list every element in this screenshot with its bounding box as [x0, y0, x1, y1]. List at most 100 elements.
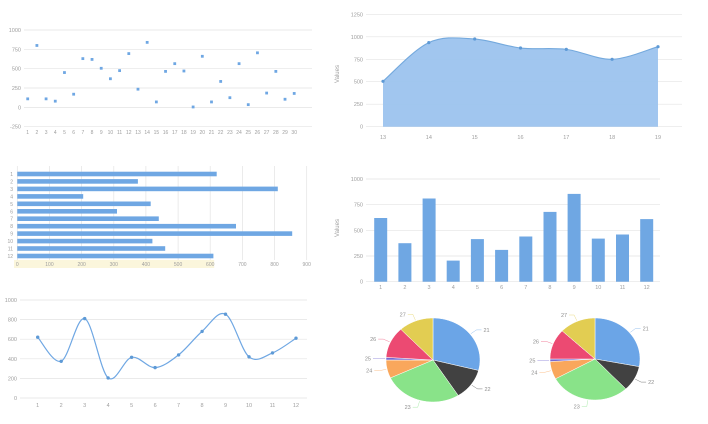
data-point[interactable]	[106, 376, 110, 380]
bar[interactable]	[495, 249, 509, 282]
bar[interactable]	[519, 236, 533, 282]
bar[interactable]	[17, 201, 151, 207]
bar[interactable]	[17, 216, 159, 221]
data-point[interactable]	[656, 45, 660, 49]
pie-slice[interactable]	[390, 359, 459, 403]
data-point[interactable]	[59, 359, 63, 363]
pie-slice[interactable]	[549, 330, 596, 360]
data-point[interactable]	[81, 57, 85, 61]
data-point[interactable]	[83, 316, 87, 321]
data-point[interactable]	[109, 77, 112, 81]
pie-slice[interactable]	[594, 317, 641, 367]
data-point[interactable]	[283, 97, 287, 101]
data-point[interactable]	[53, 99, 57, 103]
area-series[interactable]	[383, 37, 658, 127]
bar[interactable]	[17, 171, 217, 177]
bar[interactable]	[422, 198, 436, 282]
data-point[interactable]	[164, 69, 167, 73]
data-point[interactable]	[564, 47, 568, 52]
bar[interactable]	[567, 193, 581, 282]
pie-slice[interactable]	[400, 317, 434, 361]
bar[interactable]	[17, 223, 236, 229]
data-point[interactable]	[610, 57, 614, 61]
data-point[interactable]	[63, 71, 66, 74]
axis-tick-label: 10	[246, 403, 252, 409]
data-point[interactable]	[247, 355, 251, 359]
data-point[interactable]	[153, 365, 157, 370]
data-point[interactable]	[136, 87, 140, 91]
line-series[interactable]	[37, 312, 297, 380]
pie-slice-label: 23	[574, 404, 580, 410]
data-point[interactable]	[228, 96, 232, 100]
bar[interactable]	[17, 253, 214, 259]
data-point[interactable]	[200, 329, 204, 334]
pie-slice[interactable]	[561, 317, 596, 360]
data-point[interactable]	[274, 69, 278, 73]
data-point[interactable]	[210, 100, 213, 104]
data-point[interactable]	[145, 40, 149, 44]
bar[interactable]	[17, 231, 293, 236]
pie-slice[interactable]	[385, 359, 434, 379]
data-point[interactable]	[256, 51, 259, 55]
pie-chart-right[interactable]: 21 22 23 24 25 26 27	[504, 294, 688, 424]
area-chart[interactable]: 0 250 500 750 1000 1250 Values 13 14 15 16 17 18 19	[330, 0, 708, 148]
pie-label-leader	[581, 400, 589, 407]
pie-slice[interactable]	[555, 358, 627, 401]
data-point[interactable]	[518, 46, 523, 50]
data-point[interactable]	[246, 103, 250, 107]
bar[interactable]	[640, 219, 654, 282]
bar[interactable]	[374, 218, 388, 282]
data-point[interactable]	[118, 69, 121, 73]
bar[interactable]	[17, 246, 166, 251]
data-point[interactable]	[176, 353, 181, 357]
bar[interactable]	[591, 238, 605, 282]
data-point[interactable]	[154, 100, 158, 104]
pie-slice[interactable]	[385, 329, 434, 361]
bar[interactable]	[17, 209, 117, 214]
bar[interactable]	[17, 186, 278, 192]
data-point[interactable]	[223, 312, 228, 316]
axis-tick-label: 15	[154, 130, 160, 136]
data-point[interactable]	[127, 52, 131, 55]
data-point[interactable]	[473, 37, 477, 41]
bar[interactable]	[17, 194, 84, 199]
bar[interactable]	[17, 179, 138, 184]
data-point[interactable]	[99, 66, 103, 70]
bar[interactable]	[470, 239, 484, 282]
data-point[interactable]	[191, 105, 195, 109]
horizontal-bar-chart[interactable]: 0 100 200 300 400 500 600 700 800 900 12 34 56 78 910 1…	[0, 152, 330, 278]
bar[interactable]	[616, 234, 629, 282]
axis-tick-label: 100	[45, 262, 54, 268]
data-point[interactable]	[44, 97, 48, 101]
data-point[interactable]	[173, 62, 177, 66]
data-point[interactable]	[237, 62, 241, 66]
bar[interactable]	[398, 243, 412, 282]
data-point[interactable]	[427, 41, 431, 45]
data-point[interactable]	[270, 351, 275, 355]
axis-tick-label: 11	[117, 130, 122, 136]
data-point[interactable]	[265, 91, 269, 95]
data-point[interactable]	[219, 80, 223, 83]
data-point[interactable]	[36, 335, 40, 339]
data-point[interactable]	[72, 92, 76, 96]
pie-slice[interactable]	[432, 359, 479, 396]
data-point[interactable]	[90, 58, 94, 61]
data-point[interactable]	[381, 79, 385, 83]
bar[interactable]	[17, 238, 153, 244]
pie-chart-left[interactable]: 21 22 23 24 25 26 27	[340, 294, 524, 424]
pie-slice[interactable]	[432, 317, 481, 371]
bar[interactable]	[543, 211, 557, 282]
data-point[interactable]	[26, 97, 30, 101]
data-point[interactable]	[129, 355, 134, 359]
data-point[interactable]	[294, 336, 298, 340]
bar[interactable]	[446, 260, 460, 282]
data-point[interactable]	[35, 44, 39, 47]
data-point[interactable]	[182, 69, 186, 73]
pie-slice[interactable]	[549, 358, 596, 380]
pie-slice[interactable]	[594, 358, 640, 390]
data-point[interactable]	[292, 92, 296, 95]
data-point[interactable]	[200, 54, 204, 58]
